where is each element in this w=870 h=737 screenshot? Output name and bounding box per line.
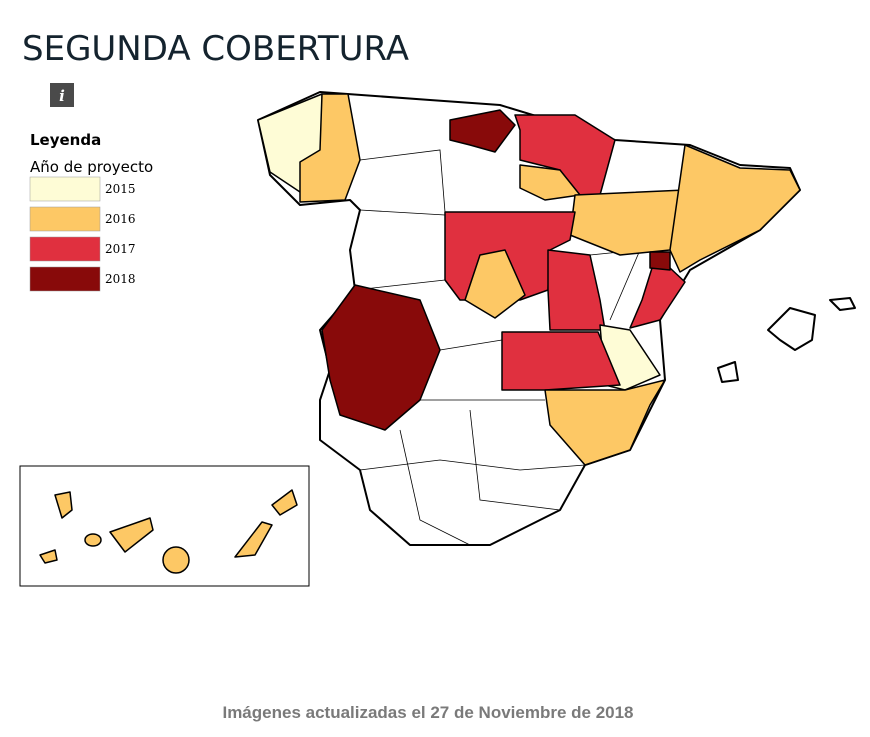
canary-inset (19, 465, 310, 587)
info-button[interactable]: i (50, 83, 74, 107)
map-region (501, 331, 621, 391)
border (439, 339, 503, 351)
map-region (234, 521, 273, 558)
map-mainland (257, 91, 856, 546)
border (469, 409, 561, 511)
legend: 2015 2016 2017 2018 (29, 176, 136, 292)
map-region (271, 489, 298, 516)
legend-swatch (29, 236, 101, 262)
island (717, 361, 739, 383)
map-region (162, 546, 190, 574)
balearic-islands (717, 297, 856, 383)
island (767, 307, 816, 351)
info-icon[interactable]: i (59, 87, 65, 105)
map-region (299, 93, 361, 203)
island (829, 297, 856, 311)
legend-label: 2015 (105, 182, 136, 196)
legend-title: Leyenda (30, 131, 101, 149)
footer-note: Imágenes actualizadas el 27 de Noviembre… (222, 703, 633, 722)
legend-label: 2018 (105, 272, 136, 286)
legend-swatch (29, 176, 101, 202)
border (359, 209, 446, 216)
legend-swatch (29, 206, 101, 232)
map-region (449, 109, 516, 153)
legend-subtitle: Año de proyecto (30, 158, 153, 176)
map-region (54, 491, 73, 519)
legend-label: 2017 (105, 242, 136, 256)
map-region (109, 517, 154, 553)
info-icon-bg[interactable] (50, 83, 74, 107)
border (359, 149, 446, 213)
map-region (321, 284, 441, 431)
page-title: SEGUNDA COBERTURA (22, 29, 409, 69)
map-region (84, 533, 102, 547)
map-region (39, 549, 58, 564)
legend-swatch (29, 266, 101, 292)
map-region (669, 144, 801, 273)
border (359, 459, 586, 471)
map-region (544, 379, 666, 466)
map-region (519, 164, 581, 201)
map-region (649, 251, 671, 271)
border (399, 429, 471, 546)
map-region (464, 249, 526, 319)
legend-label: 2016 (105, 212, 136, 226)
